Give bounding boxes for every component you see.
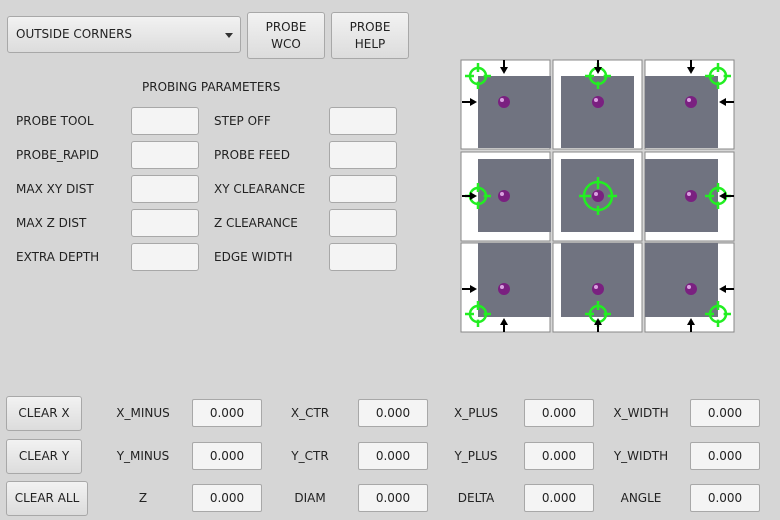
param-input[interactable] (131, 209, 199, 237)
probe-help-button[interactable]: PROBE HELP (331, 12, 409, 59)
result-label: DIAM (294, 491, 326, 505)
param-input[interactable] (131, 243, 199, 271)
probe-mode-select[interactable]: OUTSIDE CORNERS (7, 16, 241, 53)
corner-probe-target-icon (465, 301, 491, 327)
stock-block (645, 76, 718, 148)
param-input[interactable] (329, 243, 397, 271)
result-value: 0.000 (524, 484, 594, 512)
param-label: STEP OFF (214, 114, 271, 128)
direction-arrow-icon (687, 60, 695, 74)
probe-ball-icon (498, 283, 510, 295)
result-value: 0.000 (690, 484, 760, 512)
corner-probe-target-icon (465, 63, 491, 89)
result-value: 0.000 (358, 442, 428, 470)
probe-ball-icon (498, 96, 510, 108)
param-input[interactable] (131, 107, 199, 135)
direction-arrow-icon (462, 192, 477, 200)
clear-y-button[interactable]: CLEAR Y (6, 439, 82, 474)
result-value: 0.000 (524, 442, 594, 470)
result-value: 0.000 (690, 442, 760, 470)
result-label: X_PLUS (454, 406, 498, 420)
probe-cell[interactable] (644, 59, 735, 150)
corner-probe-target-icon (705, 63, 731, 89)
result-label: Y_WIDTH (613, 449, 669, 463)
direction-arrow-icon (462, 285, 477, 293)
param-label: PROBE_RAPID (16, 148, 99, 162)
probing-parameters-title: PROBING PARAMETERS (142, 80, 281, 94)
corner-probe-target-icon (579, 177, 617, 215)
probe-ball-icon (592, 283, 604, 295)
result-value: 0.000 (192, 442, 262, 470)
param-input[interactable] (131, 141, 199, 169)
stock-block (645, 243, 718, 317)
direction-arrow-icon (687, 318, 695, 332)
result-label: Y_MINUS (116, 449, 170, 463)
param-input[interactable] (329, 209, 397, 237)
result-label: X_CTR (290, 406, 330, 420)
result-label: Z (138, 491, 148, 505)
param-input[interactable] (329, 107, 397, 135)
param-label: MAX Z DIST (16, 216, 87, 230)
result-label: X_WIDTH (613, 406, 669, 420)
probe-wco-button[interactable]: PROBE WCO (247, 12, 325, 59)
param-input[interactable] (131, 175, 199, 203)
result-value: 0.000 (358, 399, 428, 427)
probe-mode-value: OUTSIDE CORNERS (16, 27, 133, 41)
probe-ball-icon (685, 96, 697, 108)
param-label: EXTRA DEPTH (16, 250, 100, 264)
result-label: ANGLE (620, 491, 662, 505)
chevron-down-icon (225, 33, 233, 38)
param-label: MAX XY DIST (16, 182, 94, 196)
probe-ball-icon (592, 96, 604, 108)
result-value: 0.000 (192, 484, 262, 512)
result-value: 0.000 (358, 484, 428, 512)
result-value: 0.000 (524, 399, 594, 427)
corner-probe-target-icon (705, 301, 731, 327)
param-label: Z CLEARANCE (214, 216, 298, 230)
probe-cell[interactable] (460, 242, 551, 333)
direction-arrow-icon (500, 318, 508, 332)
result-label: X_MINUS (116, 406, 170, 420)
result-label: DELTA (457, 491, 495, 505)
result-label: Y_PLUS (454, 449, 498, 463)
param-label: PROBE TOOL (16, 114, 94, 128)
direction-arrow-icon (594, 318, 602, 332)
clear-x-button[interactable]: CLEAR X (6, 396, 82, 431)
direction-arrow-icon (594, 60, 602, 74)
result-value: 0.000 (192, 399, 262, 427)
stock-block (478, 76, 551, 148)
param-input[interactable] (329, 141, 397, 169)
param-label: PROBE FEED (214, 148, 290, 162)
direction-arrow-icon (719, 192, 734, 200)
probe-ball-icon (685, 190, 697, 202)
clear-all-button[interactable]: CLEAR ALL (6, 481, 88, 516)
probe-ball-icon (592, 190, 604, 202)
result-value: 0.000 (690, 399, 760, 427)
param-label: XY CLEARANCE (214, 182, 306, 196)
direction-arrow-icon (500, 60, 508, 74)
direction-arrow-icon (719, 98, 734, 106)
result-label: Y_CTR (291, 449, 329, 463)
direction-arrow-icon (719, 285, 734, 293)
probe-ball-icon (685, 283, 697, 295)
stock-block (478, 243, 551, 317)
param-input[interactable] (329, 175, 397, 203)
probe-ball-icon (498, 190, 510, 202)
param-label: EDGE WIDTH (214, 250, 293, 264)
direction-arrow-icon (462, 98, 477, 106)
